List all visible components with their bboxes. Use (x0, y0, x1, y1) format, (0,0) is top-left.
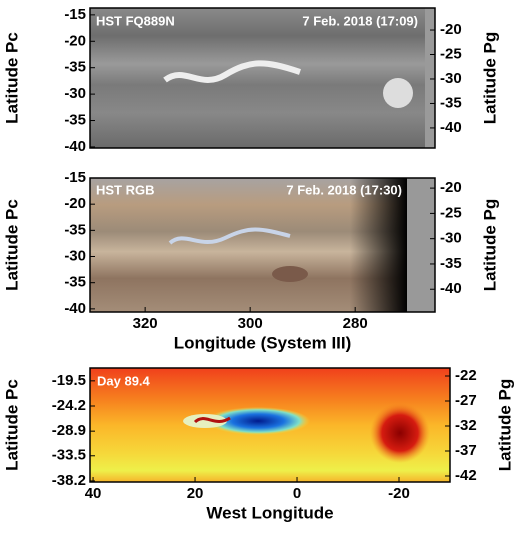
annotation: HST FQ889N (96, 13, 175, 28)
y2-tick-label: -35 (440, 255, 462, 272)
x-tick-label: 300 (238, 315, 263, 332)
x-tick-label: 320 (133, 315, 158, 332)
y2-axis-label: Latitude Pg (480, 199, 499, 292)
y2-tick-label: -30 (440, 230, 462, 247)
y-axis-label: Latitude Pc (2, 199, 21, 291)
y-tick-label: -30 (64, 247, 86, 264)
y-tick-label: -33.5 (52, 447, 86, 464)
x-tick-label: 20 (187, 485, 204, 502)
y2-tick-label: -35 (440, 94, 462, 111)
y2-tick-label: -25 (440, 204, 462, 221)
y2-axis-label: Latitude Pg (480, 32, 499, 125)
y-tick-label: -15 (64, 169, 86, 186)
frame (89, 7, 436, 149)
frame (89, 177, 436, 313)
x-tick-label: 40 (85, 485, 102, 502)
y2-tick-label: -22 (455, 367, 477, 384)
y2-tick-label: -42 (455, 467, 477, 484)
y2-tick-label: -40 (440, 280, 462, 297)
y2-axis-label: Latitude Pg (495, 379, 514, 472)
x-tick-label: -20 (388, 485, 410, 502)
y-tick-label: -40 (64, 138, 86, 155)
y2-tick-label: -32 (455, 417, 477, 434)
y-tick-label: -24.2 (52, 397, 86, 414)
y-tick-label: -19.5 (52, 372, 86, 389)
x-tick-label: 0 (293, 485, 301, 502)
annotation: Day 89.4 (97, 373, 151, 388)
frame (89, 367, 451, 483)
y-tick-label: -28.9 (52, 422, 86, 439)
x-axis-label: West Longitude (206, 503, 333, 522)
annotation: 7 Feb. 2018 (17:09) (302, 13, 418, 28)
y-tick-label: -35 (64, 221, 86, 238)
panel-image (90, 8, 450, 482)
y2-tick-label: -30 (440, 70, 462, 87)
y-tick-label: -15 (64, 6, 86, 23)
y-axis-label: Latitude Pc (2, 379, 21, 471)
y-tick-label: -35 (64, 59, 86, 76)
y2-tick-label: -27 (455, 392, 477, 409)
y-tick-label: -20 (64, 32, 86, 49)
y-tick-label: -30 (64, 85, 86, 102)
y2-tick-label: -40 (440, 119, 462, 136)
y-tick-label: -40 (64, 300, 86, 317)
y2-tick-label: -20 (440, 21, 462, 38)
y2-tick-label: -37 (455, 442, 477, 459)
x-tick-label: 280 (343, 315, 368, 332)
y-tick-label: -20 (64, 195, 86, 212)
y-tick-label: -35 (64, 111, 86, 128)
x-axis-label: Longitude (System III) (174, 333, 352, 352)
y2-tick-label: -25 (440, 45, 462, 62)
annotation: HST RGB (96, 182, 155, 197)
y-tick-label: -35 (64, 274, 86, 291)
y-tick-label: -38.2 (52, 472, 86, 489)
y2-tick-label: -20 (440, 179, 462, 196)
annotation: 7 Feb. 2018 (17:30) (286, 182, 402, 197)
y-axis-label: Latitude Pc (2, 32, 21, 124)
